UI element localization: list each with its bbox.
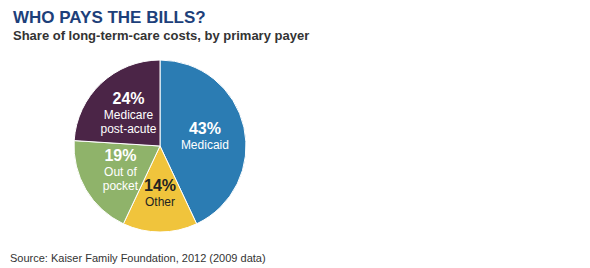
- svg-text:Source: Kaiser Family Foundati: Source: Kaiser Family Foundation, 2012 (…: [10, 252, 266, 264]
- svg-text:Medicaid: Medicaid: [181, 138, 229, 152]
- svg-text:Out of: Out of: [104, 165, 137, 179]
- svg-text:14%: 14%: [144, 177, 176, 194]
- svg-text:Share of long-term-care costs,: Share of long-term-care costs, by primar…: [13, 28, 309, 43]
- svg-text:Medicare: Medicare: [104, 108, 154, 122]
- svg-text:43%: 43%: [189, 120, 221, 137]
- svg-text:WHO PAYS THE BILLS?: WHO PAYS THE BILLS?: [13, 8, 206, 27]
- svg-text:24%: 24%: [112, 90, 144, 107]
- svg-text:post-acute: post-acute: [100, 122, 156, 136]
- svg-text:19%: 19%: [104, 147, 136, 164]
- svg-text:Other: Other: [145, 195, 175, 209]
- svg-text:pocket: pocket: [103, 179, 139, 193]
